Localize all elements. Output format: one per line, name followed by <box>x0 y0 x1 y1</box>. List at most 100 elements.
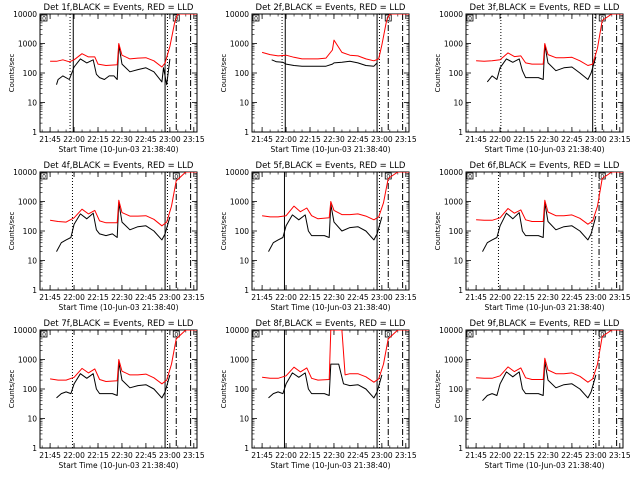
panel-8-xtick-label: 23:00 <box>371 451 393 460</box>
panel-1: Det 1f,BLACK = Events, RED = LLD 1 10 100 10… <box>8 3 205 154</box>
panel-4-xtick-label: 22:45 <box>135 293 157 302</box>
panel-5-xlabel: Start Time (10-Jun-03 21:38:40) <box>271 303 391 312</box>
panel-7-xtick-label: 22:45 <box>135 451 157 460</box>
panel-7-xtick-label: 23:15 <box>183 451 205 460</box>
panel-4-marker-label: 0 <box>42 174 46 181</box>
panel-8-xtick-label: 21:45 <box>251 451 273 460</box>
panel-5-ytick-label: 10 <box>239 257 249 266</box>
panel-5-xtick-label: 21:45 <box>251 293 273 302</box>
panel-4-xtick-label: 22:15 <box>87 293 109 302</box>
panel-3: Det 3f,BLACK = Events, RED = LLD 1 10 100 10… <box>434 3 631 154</box>
panel-6-series-group <box>476 172 623 252</box>
panel-8-ytick-label: 10000 <box>225 326 249 335</box>
panel-8-xtick-label: 22:45 <box>347 451 369 460</box>
panel-2-title: Det 2f,BLACK = Events, RED = LLD <box>256 3 406 13</box>
panel-8-series-lld <box>262 330 409 383</box>
panel-8-marker-label: 0 <box>254 332 258 339</box>
panel-2-xtick-label: 22:30 <box>323 135 345 144</box>
panel-9-series-group <box>476 330 623 402</box>
panel-9-xtick-label: 23:00 <box>585 451 607 460</box>
panel-2-xtick-label: 22:00 <box>275 135 297 144</box>
panel-7-xtick-label: 22:30 <box>111 451 133 460</box>
panel-6-marker-label: 0 <box>600 174 604 181</box>
panel-6-ytick-label: 100 <box>449 227 464 236</box>
panel-3-ytick-label: 10000 <box>439 10 463 19</box>
panel-7-marker-box <box>40 330 48 338</box>
panel-9-marker-label: 0 <box>468 332 472 339</box>
panel-9-marker-label: 0 <box>600 332 604 339</box>
panel-1-xtick-label: 22:30 <box>111 135 133 144</box>
panel-4-ytick-label: 10 <box>27 257 37 266</box>
panel-1-xtick-label: 23:00 <box>159 135 181 144</box>
panel-7-ytick-label: 10 <box>27 415 37 424</box>
panel-1-frame <box>39 13 198 133</box>
panel-4-xtick-label: 21:45 <box>39 293 61 302</box>
panel-7-marker-label: 0 <box>42 332 46 339</box>
panel-7: Det 7f,BLACK = Events, RED = LLD 1 10 100 10… <box>8 319 205 470</box>
panel-9-ytick-label: 100 <box>449 385 464 394</box>
panel-4-series-group <box>50 172 197 252</box>
panel-1-marker-box <box>40 14 48 22</box>
panel-4-xlabel: Start Time (10-Jun-03 21:38:40) <box>59 303 179 312</box>
panel-8: Det 8f,BLACK = Events, RED = LLD 1 10 100 10… <box>220 319 417 470</box>
panel-2-series-lld <box>261 14 409 62</box>
panel-9-xtick-label: 22:00 <box>489 451 511 460</box>
panel-2-ytick-label: 100 <box>235 69 250 78</box>
panel-4-marker-box <box>172 172 180 180</box>
panel-9-xtick-label: 21:45 <box>465 451 487 460</box>
panel-7-frame <box>39 329 198 449</box>
panel-1-ylabel: Counts/sec <box>8 54 16 93</box>
panel-1-xtick-label: 22:45 <box>135 135 157 144</box>
panel-3-ytick-label: 10 <box>453 99 463 108</box>
panel-7-xlabel: Start Time (10-Jun-03 21:38:40) <box>59 461 179 470</box>
panel-8-xlabel: Start Time (10-Jun-03 21:38:40) <box>271 461 391 470</box>
panel-9-xtick-label: 22:30 <box>537 451 559 460</box>
panel-4-series-events <box>56 202 171 252</box>
panel-7-marker-box <box>172 330 180 338</box>
panel-2-ytick-label: 1 <box>244 128 249 137</box>
panel-8-ytick-label: 1 <box>244 444 249 453</box>
panel-6-xtick-label: 23:00 <box>585 293 607 302</box>
panel-8-xtick-label: 22:15 <box>299 451 321 460</box>
panel-1-series-group <box>50 14 197 86</box>
panel-2-marker-label: 0 <box>386 16 390 23</box>
panel-6-ytick-label: 1000 <box>444 198 463 207</box>
panel-2-xtick-label: 21:45 <box>251 135 273 144</box>
panel-6-title: Det 6f,BLACK = Events, RED = LLD <box>470 161 620 171</box>
panel-5-series-lld <box>262 172 409 221</box>
panel-5-xtick-label: 22:45 <box>347 293 369 302</box>
panel-3-series-lld <box>476 14 623 66</box>
panel-6-ytick-label: 10000 <box>439 168 463 177</box>
panel-3-frame <box>465 13 624 133</box>
panel-9-ytick-label: 1 <box>458 444 463 453</box>
panel-1-series-lld <box>50 14 197 68</box>
panel-6-marker-box <box>466 172 474 180</box>
panel-3-xtick-label: 22:00 <box>489 135 511 144</box>
panel-5-xtick-label: 22:00 <box>275 293 297 302</box>
panel-8-series-events <box>268 363 383 399</box>
panel-5-xtick-label: 22:30 <box>323 293 345 302</box>
panel-6-xtick-label: 22:45 <box>561 293 583 302</box>
panel-6: Det 6f,BLACK = Events, RED = LLD 1 10 100 10… <box>434 161 631 312</box>
panel-6-xtick-label: 22:30 <box>537 293 559 302</box>
panel-8-series-group <box>262 330 409 399</box>
panel-6-ytick-label: 1 <box>458 286 463 295</box>
panel-7-marker-label: 0 <box>174 332 178 339</box>
panel-4-ytick-label: 100 <box>23 227 38 236</box>
panel-1-xtick-label: 22:15 <box>87 135 109 144</box>
panel-3-xtick-label: 22:45 <box>561 135 583 144</box>
panel-9-marker-box <box>466 330 474 338</box>
panel-7-series-group <box>50 330 197 399</box>
panel-5-series-group <box>262 172 409 252</box>
panel-7-xtick-label: 23:00 <box>159 451 181 460</box>
panel-1-xtick-label: 23:15 <box>183 135 205 144</box>
panel-7-ytick-label: 1 <box>32 444 37 453</box>
panel-4-ytick-label: 1 <box>32 286 37 295</box>
panel-6-ylabel: Counts/sec <box>434 212 442 251</box>
panel-6-series-lld <box>476 172 623 225</box>
panel-7-xtick-label: 21:45 <box>39 451 61 460</box>
panel-9-ytick-label: 1000 <box>444 356 463 365</box>
panel-5-xtick-label: 23:00 <box>371 293 393 302</box>
panel-7-series-lld <box>50 330 197 385</box>
panel-3-marker-label: 0 <box>468 16 472 23</box>
